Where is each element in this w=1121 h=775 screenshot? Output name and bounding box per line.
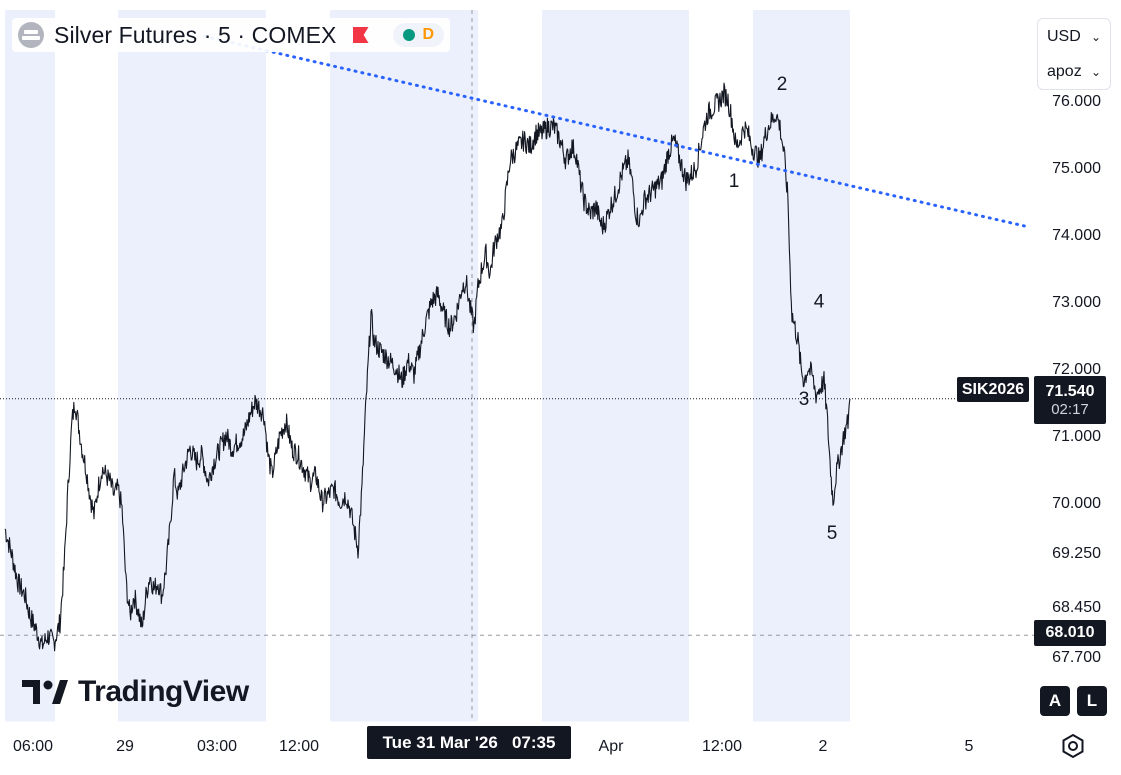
scale-controls: USD ⌄ apoz ⌄: [1037, 18, 1111, 90]
price-tick-label: 72.000: [1052, 361, 1101, 378]
time-tick-label: 5: [965, 738, 974, 755]
session-band: [118, 10, 266, 722]
logo-text: TradingView: [78, 675, 249, 708]
wave-label-4: 4: [814, 292, 825, 313]
time-tick-label: Apr: [599, 738, 625, 755]
session-band: [5, 10, 55, 722]
wave-label-1: 1: [729, 171, 740, 192]
wave-label-5: 5: [827, 523, 838, 544]
currency-select[interactable]: USD ⌄: [1038, 19, 1110, 54]
price-tick-label: 68.450: [1052, 599, 1101, 616]
scale-mode-label: apoz: [1047, 62, 1082, 80]
last-price-value: 71.540: [1045, 382, 1095, 400]
price-tick-label: 75.000: [1052, 160, 1101, 177]
reference-price-label: 68.010: [1034, 620, 1106, 646]
price-tick-label: 71.000: [1052, 428, 1101, 445]
log-scale-button[interactable]: L: [1077, 686, 1107, 716]
chevron-down-icon: ⌄: [1090, 29, 1101, 44]
chevron-down-icon: ⌄: [1090, 64, 1101, 79]
red-flag-icon[interactable]: [352, 27, 369, 43]
wave-label-2: 2: [777, 74, 788, 95]
price-tick-label: 67.700: [1052, 649, 1101, 666]
market-status-pill[interactable]: D: [392, 23, 445, 47]
tradingview-logo[interactable]: TradingView: [22, 674, 249, 710]
data-delay-badge: D: [422, 26, 435, 43]
symbol-price-tag: SIK2026: [957, 377, 1029, 402]
scale-mode-select[interactable]: apoz ⌄: [1038, 54, 1110, 89]
trendline: [203, 34, 1032, 229]
settings-gear-icon[interactable]: [1060, 733, 1086, 759]
currency-label: USD: [1047, 27, 1081, 45]
session-band: [542, 10, 689, 722]
last-price-label: 71.540 02:17: [1034, 376, 1106, 424]
price-tick-label: 76.000: [1052, 93, 1101, 110]
auto-scale-button[interactable]: A: [1040, 686, 1070, 716]
time-tick-label: 03:00: [197, 738, 237, 755]
crosshair-time-label: Tue 31 Mar '26 07:35: [367, 726, 571, 759]
time-tick-label: 12:00: [279, 738, 319, 755]
market-open-dot-icon: [402, 29, 415, 41]
price-tick-label: 73.000: [1052, 294, 1101, 311]
session-bands: [5, 10, 850, 722]
silver-coin-icon: [18, 22, 44, 48]
price-series: [4, 82, 851, 652]
price-tick-label: 69.250: [1052, 545, 1101, 562]
wave-annotations: 1 2 3 4 5: [729, 74, 838, 544]
price-tick-label: 74.000: [1052, 227, 1101, 244]
bar-countdown: 02:17: [1051, 400, 1089, 418]
time-axis: 06:00 29 03:00 12:00 Apr 12:00 2 5: [0, 721, 1121, 755]
price-axis: 76.000 75.000 74.000 73.000 72.000 71.000 70.0…: [1052, 93, 1101, 666]
time-tick-label: 06:00: [13, 738, 53, 755]
tradingview-logo-icon: [22, 680, 68, 704]
trendlines: [203, 34, 1032, 229]
time-tick-label: 2: [819, 738, 828, 755]
wave-label-3: 3: [799, 389, 810, 410]
time-tick-label: 12:00: [702, 738, 742, 755]
price-line: [4, 82, 851, 652]
symbol-legend[interactable]: Silver Futures · 5 · COMEX D: [12, 18, 451, 52]
time-tick-label: 29: [116, 738, 134, 755]
symbol-title[interactable]: Silver Futures · 5 · COMEX: [54, 21, 337, 48]
price-tick-label: 70.000: [1052, 495, 1101, 512]
